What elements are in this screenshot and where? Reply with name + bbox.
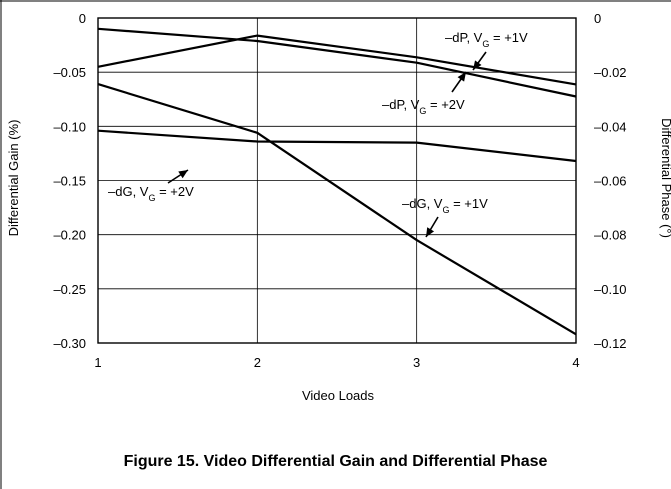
series-label-dg-2v: –dG, VG = +2V: [108, 184, 194, 203]
series-label-dg-1v: –dG, VG = +1V: [402, 196, 488, 215]
annotation-arrowhead: [458, 72, 466, 82]
x-axis-label: Video Loads: [302, 388, 375, 403]
x-axis-tick-label: 4: [572, 355, 579, 370]
right-axis-tick-label: –0.06: [594, 174, 627, 189]
left-axis-label: Differential Gain (%): [6, 120, 21, 237]
right-axis-tick-label: –0.08: [594, 228, 627, 243]
plot-grid: [98, 18, 576, 343]
annotation-arrowhead: [426, 227, 434, 237]
right-axis-label: Differential Phase (°): [659, 118, 671, 238]
figure-caption: Figure 15. Video Differential Gain and D…: [0, 453, 671, 471]
x-axis-tick-label: 1: [94, 355, 101, 370]
series-line-dg-1v: [98, 84, 576, 334]
x-axis-tick-label: 3: [413, 355, 420, 370]
series-label-dp-2v: –dP, VG = +2V: [382, 97, 465, 116]
right-axis-tick-label: –0.12: [594, 336, 627, 351]
x-axis-tick-labels: 1 2 3 4: [94, 355, 579, 370]
right-axis-tick-label: 0: [594, 11, 601, 26]
x-axis-tick-label: 2: [254, 355, 261, 370]
right-axis-tick-label: –0.10: [594, 282, 627, 297]
left-axis-tick-label: –0.30: [53, 336, 86, 351]
right-axis-tick-label: –0.02: [594, 65, 627, 80]
series-label-dp-1v: –dP, VG = +1V: [445, 30, 528, 49]
left-axis-tick-label: –0.10: [53, 119, 86, 134]
left-axis-tick-labels: 0 –0.05 –0.10 –0.15 –0.20 –0.25 –0.30: [53, 11, 86, 351]
left-axis-tick-label: 0: [79, 11, 86, 26]
series-labels: –dP, VG = +1V –dP, VG = +2V –dG, VG = +2V –…: [108, 30, 528, 237]
right-axis-tick-label: –0.04: [594, 119, 627, 134]
annotation-arrowhead: [178, 170, 188, 178]
series-line-dg-2v: [98, 131, 576, 161]
left-axis-tick-label: –0.20: [53, 228, 86, 243]
left-axis-tick-label: –0.15: [53, 174, 86, 189]
left-axis-tick-label: –0.25: [53, 282, 86, 297]
right-axis-tick-labels: 0 –0.02 –0.04 –0.06 –0.08 –0.10 –0.12: [594, 11, 627, 351]
left-axis-tick-label: –0.05: [53, 65, 86, 80]
